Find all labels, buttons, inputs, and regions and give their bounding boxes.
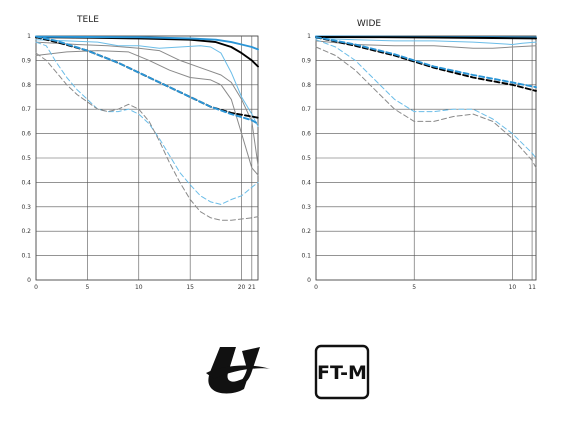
wide-y-tick-label: 0.4 [301,179,311,186]
tele-y-tick-label: 0.7 [21,106,31,113]
ftm-label: FT-M [317,362,367,384]
tele-x-tick-label: 15 [186,284,194,291]
tele-series-line-3 [35,39,259,127]
wide-x-tick-label: 0 [314,284,318,291]
tele-y-tick-label: 1 [27,33,31,40]
tele-series-line-8 [35,41,259,205]
wide-y-tick-label: 0.5 [301,155,311,162]
tele-x-tick-label: 0 [34,284,38,291]
wide-series-line-8 [315,46,537,169]
tele-x-tick-label: 20 [238,284,246,291]
wide-y-tick-label: 1 [307,33,311,40]
tele-chart-title: TELE [76,15,99,25]
tele-x-tick-label: 5 [85,284,89,291]
wide-y-tick-label: 0.7 [301,106,311,113]
tele-y-tick-label: 0 [27,277,31,284]
tele-y-tick-label: 0.5 [21,155,31,162]
wide-series-line-4 [315,40,537,49]
wide-x-tick-label: 10 [509,284,517,291]
wide-x-tick-label: 5 [412,284,416,291]
tele-x-tick-label: 21 [248,284,256,291]
ftm-logo: FT-M [314,344,370,400]
wide-y-tick-label: 0.2 [301,228,311,235]
tele-y-tick-label: 0.9 [21,57,31,64]
tele-y-tick-label: 0.3 [21,204,31,211]
tele-y-tick-label: 0.4 [21,179,31,186]
tele-series-line-7 [35,35,259,125]
tele-y-tick-label: 0.1 [21,253,31,260]
tele-chart: TELE 0 0.1 0.2 0.3 0.4 0.5 0.6 0.7 0.8 0.9 1 0 5 10 1… [21,15,259,291]
tele-y-tick-label: 0.8 [21,82,31,89]
wide-series-line-3 [315,37,537,45]
wide-chart: WIDE 0 0.1 0.2 0.3 0.4 0.5 0.6 0.7 0.8 0.9 1 0 5 10 1… [301,19,537,291]
wide-series-line-7 [315,39,537,159]
wide-series-line-2 [315,36,537,40]
wide-y-tick-label: 0.9 [301,57,311,64]
tele-x-tick-label: 10 [135,284,143,291]
tele-series-line-2 [35,35,259,51]
wide-series-line-6 [315,36,537,89]
wide-y-tick-label: 0.8 [301,82,311,89]
tele-y-tick-label: 0.2 [21,228,31,235]
tele-series-line-9 [35,52,259,221]
wide-y-tick-label: 0.6 [301,131,311,138]
lens-series-logo-icon [206,347,270,394]
tele-y-tick-label: 0.6 [21,131,31,138]
wide-series-line-5 [315,36,537,92]
wide-y-tick-label: 0.1 [301,253,311,260]
tele-series-line-5 [35,50,259,176]
wide-y-tick-label: 0.3 [301,204,311,211]
wide-x-tick-label: 11 [528,284,536,291]
tele-series-line-4 [35,41,259,166]
wide-y-tick-label: 0 [307,277,311,284]
wide-chart-title: WIDE [357,19,381,29]
